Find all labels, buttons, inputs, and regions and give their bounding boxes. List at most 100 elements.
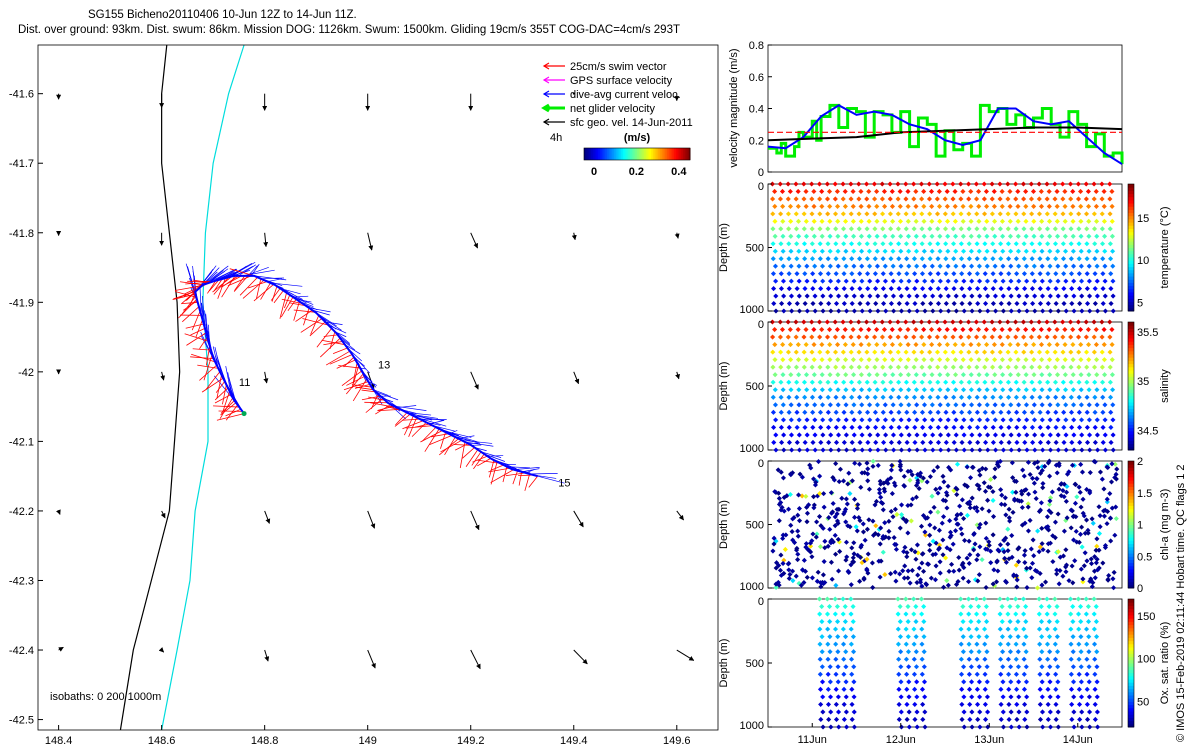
profile-point bbox=[828, 538, 834, 544]
profile-point bbox=[898, 233, 904, 239]
profile-point bbox=[938, 447, 944, 453]
profile-point bbox=[951, 409, 957, 415]
profile-point bbox=[936, 188, 942, 195]
profile-point bbox=[1091, 334, 1097, 340]
profile-ytick-label: 1000 bbox=[740, 443, 764, 455]
profile-colorbar-cell bbox=[1128, 301, 1134, 306]
profile-point bbox=[991, 342, 997, 348]
profile-point bbox=[1099, 226, 1105, 232]
profile-point bbox=[853, 524, 859, 530]
profile-point bbox=[771, 535, 777, 541]
profile-point bbox=[1031, 248, 1037, 254]
profile-point bbox=[896, 439, 902, 446]
profile-point bbox=[898, 278, 904, 284]
profile-point bbox=[1052, 349, 1058, 355]
swim-vector bbox=[471, 451, 482, 466]
profile-point bbox=[969, 263, 975, 269]
colorbar-cell bbox=[584, 148, 587, 160]
glider-track bbox=[194, 274, 538, 478]
profile-point bbox=[950, 319, 956, 325]
profile-colorbar-tick: 2 bbox=[1137, 456, 1143, 468]
profile-point bbox=[1093, 203, 1099, 209]
profile-colorbar-cell bbox=[1128, 611, 1134, 616]
profile-point bbox=[1024, 447, 1030, 453]
profile-point bbox=[919, 241, 925, 247]
profile-point bbox=[1102, 387, 1108, 393]
profile-point bbox=[1063, 278, 1069, 284]
profile-point bbox=[1070, 218, 1076, 224]
profile-point bbox=[1047, 263, 1053, 269]
map-ytick-label: -41.6 bbox=[9, 89, 34, 101]
profile-point bbox=[835, 278, 841, 284]
profile-point bbox=[874, 402, 880, 408]
colorbar-cell bbox=[667, 148, 670, 160]
swim-vector bbox=[346, 373, 364, 395]
profile-colorbar-cell bbox=[1128, 215, 1134, 220]
profile-colorbar-cell bbox=[1128, 272, 1134, 277]
swim-vector bbox=[205, 345, 211, 366]
dac-vector bbox=[214, 347, 222, 375]
profile-colorbar-cell bbox=[1128, 304, 1134, 309]
profile-point bbox=[809, 554, 815, 560]
profile-point bbox=[951, 286, 957, 292]
profile-point bbox=[856, 181, 862, 187]
profile-point bbox=[835, 417, 841, 423]
profile-colorbar-cell bbox=[1128, 514, 1134, 519]
dac-vector bbox=[207, 268, 229, 284]
profile-colorbar-cell bbox=[1128, 325, 1134, 329]
profile-point bbox=[1039, 278, 1045, 284]
profile-colorbar-tick: 0 bbox=[1137, 583, 1143, 595]
profile-colorbar-cell bbox=[1128, 618, 1134, 622]
profile-ytick-label: 500 bbox=[746, 243, 764, 255]
profile-point bbox=[808, 549, 814, 555]
profile-colorbar-cell bbox=[1128, 218, 1134, 223]
profile-point bbox=[1071, 278, 1077, 284]
profile-point bbox=[1045, 286, 1051, 292]
profile-colorbar-cell bbox=[1128, 711, 1134, 715]
profile-point bbox=[899, 502, 905, 508]
profile-colorbar-cell bbox=[1128, 476, 1134, 481]
swim-vector bbox=[477, 457, 491, 467]
profile-point bbox=[1101, 342, 1107, 348]
profile-point bbox=[1028, 181, 1034, 187]
profile-point bbox=[1047, 233, 1053, 239]
profile-point bbox=[1069, 439, 1075, 446]
profile-point bbox=[842, 203, 848, 209]
profile-point bbox=[778, 349, 784, 355]
profile-point bbox=[1086, 372, 1092, 378]
swim-vector bbox=[411, 422, 427, 437]
profile-point bbox=[927, 211, 933, 217]
profile-colorbar-cell bbox=[1128, 524, 1134, 529]
profile-point bbox=[1052, 319, 1058, 325]
profile-point bbox=[926, 319, 932, 325]
profile-colorbar-cell bbox=[1128, 206, 1134, 210]
profile-point bbox=[1102, 233, 1108, 239]
profile-point bbox=[804, 387, 810, 393]
swim-vector bbox=[351, 362, 358, 388]
profile-colorbar-cell bbox=[1128, 540, 1134, 545]
profile-colorbar-cell bbox=[1128, 288, 1134, 293]
profile-point bbox=[991, 203, 997, 209]
profile-point bbox=[1023, 372, 1029, 378]
profile-point bbox=[1031, 203, 1037, 209]
profile-point bbox=[897, 188, 903, 195]
colorbar-cell bbox=[585, 148, 589, 160]
profile-point bbox=[993, 447, 999, 453]
profile-colorbar-cell bbox=[1128, 184, 1134, 188]
geo-vector bbox=[573, 649, 588, 665]
profile-point bbox=[976, 402, 982, 408]
profile-point bbox=[892, 569, 898, 575]
swim-vector bbox=[303, 307, 310, 326]
profile-colorbar-cell bbox=[1128, 212, 1134, 217]
profile-point bbox=[1037, 286, 1043, 292]
colorbar-cell bbox=[688, 148, 691, 160]
swim-vector bbox=[309, 321, 326, 337]
profile-point bbox=[782, 546, 788, 552]
profile-point bbox=[1100, 439, 1106, 446]
profile-point bbox=[906, 402, 912, 408]
swim-vector bbox=[253, 284, 274, 302]
profile-colorbar-cell bbox=[1128, 602, 1134, 606]
profile-point bbox=[1091, 226, 1098, 232]
profile-point bbox=[952, 218, 958, 224]
profile-point bbox=[969, 278, 975, 284]
